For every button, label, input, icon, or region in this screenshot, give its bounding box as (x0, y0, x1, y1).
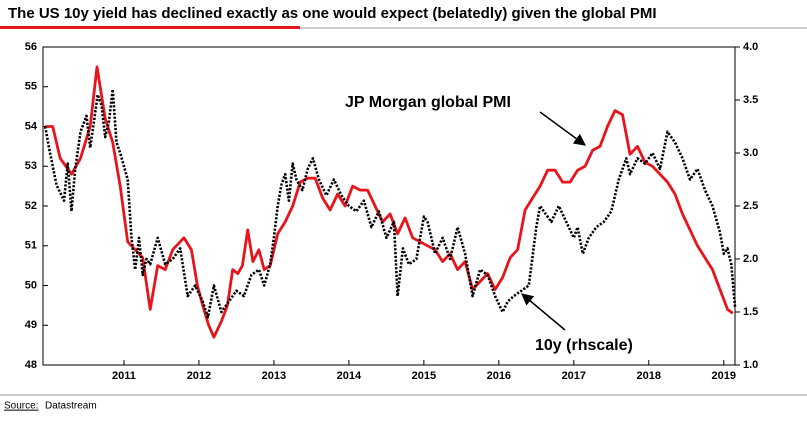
x-tick-label: 2016 (487, 370, 511, 382)
x-tick-label: 2018 (637, 370, 661, 382)
x-tick-label: 2014 (337, 370, 362, 382)
y-tick-label: 51 (25, 240, 37, 252)
chart-title: The US 10y yield has declined exactly as… (8, 5, 657, 22)
y2-tick-label: 2.0 (743, 253, 758, 265)
y2-tick-label: 3.5 (743, 94, 758, 106)
annotation-arrow (539, 111, 586, 146)
y-tick-label: 55 (25, 81, 37, 93)
x-tick-label: 2019 (712, 370, 736, 382)
y-tick-label: 56 (25, 41, 37, 53)
title-rule (0, 26, 300, 29)
x-tick-label: 2015 (412, 370, 436, 382)
source-label: Source: (4, 401, 38, 412)
x-tick-label: 2012 (187, 370, 211, 382)
annotation: 10y (rhscale) (535, 337, 633, 354)
annotation-arrow (521, 293, 566, 331)
y-tick-label: 50 (25, 279, 37, 291)
y-tick-label: 54 (25, 120, 38, 132)
y-tick-label: 52 (25, 200, 37, 212)
series-line (43, 88, 737, 319)
source: Datastream (45, 401, 97, 412)
annotation: JP Morgan global PMI (345, 94, 511, 111)
y2-tick-label: 4.0 (743, 41, 758, 53)
x-tick-label: 2011 (112, 370, 136, 382)
y2-tick-label: 2.5 (743, 200, 758, 212)
x-tick-label: 2013 (262, 370, 286, 382)
y2-tick-label: 1.0 (743, 359, 758, 371)
y2-tick-label: 1.5 (743, 306, 758, 318)
y2-tick-label: 3.0 (743, 147, 758, 159)
x-tick-label: 2017 (562, 370, 586, 382)
y-tick-label: 49 (25, 319, 37, 331)
y-tick-label: 48 (25, 359, 37, 371)
y-tick-label: 53 (25, 160, 37, 172)
